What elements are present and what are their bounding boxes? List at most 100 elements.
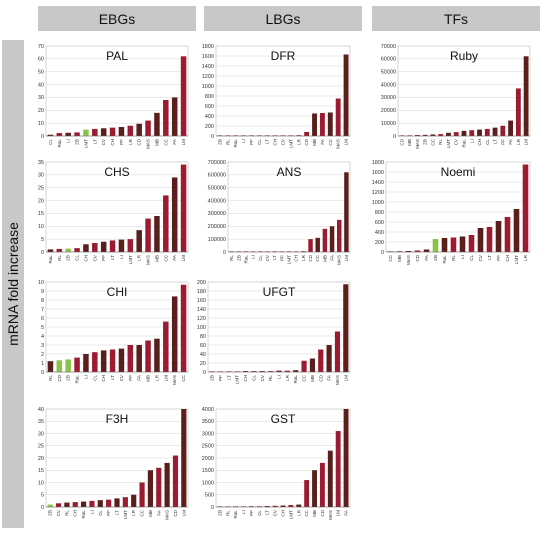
x-tick-label: CC: [163, 254, 168, 261]
bar-chi-mas: [171, 296, 178, 372]
x-tick-label: LI: [251, 255, 256, 259]
bar-noemi-zb: [432, 239, 439, 252]
chart-title: UFGT: [263, 285, 296, 299]
bar-pal-li: [65, 132, 71, 136]
x-tick-label: ZB: [217, 139, 222, 145]
y-tick-label: 40000: [381, 82, 396, 88]
x-tick-label: LT: [487, 255, 492, 260]
y-tick-label: 25: [38, 444, 44, 450]
x-tick-label: CV: [478, 254, 483, 261]
x-tick-label: CD: [308, 254, 313, 261]
x-tick-label: CL: [257, 510, 262, 516]
bar-gst-lm: [335, 431, 341, 507]
x-tick-label: ZB: [423, 139, 428, 145]
y-tick-label: 15: [38, 468, 44, 474]
x-tick-label: MAS: [165, 510, 170, 520]
x-tick-label: LMT: [83, 139, 88, 148]
x-tick-label: RaL: [293, 375, 298, 384]
chart-chi: 0 1 2 3 4 5 6 7 8 9 10 RL CD ZB RaL LI CL CH LT CV PF FA MB LR L…: [38, 280, 189, 385]
plot-area-ruby: [397, 45, 531, 137]
x-tick-label: PF: [249, 139, 254, 145]
x-tick-label: LMT: [288, 510, 293, 519]
x-tick-label: CD: [137, 138, 142, 145]
y-tick-label: 40: [38, 407, 44, 413]
bar-ufgt-mb: [309, 358, 316, 372]
x-tick-label: FA: [172, 254, 177, 261]
x-tick-label: PF: [128, 375, 133, 381]
bar-f3h-zb: [47, 504, 53, 507]
x-tick-label: LMT: [123, 510, 128, 519]
x-tick-label: CH: [101, 375, 106, 382]
x-tick-label: RL: [64, 510, 69, 516]
bar-gst-lmt: [288, 505, 294, 507]
chart-title: CHI: [107, 285, 128, 299]
x-tick-label: RL: [225, 510, 230, 516]
y-tick-label: 1800: [372, 160, 384, 166]
y-tick-label: 10: [38, 280, 44, 286]
y-tick-label: 10: [38, 480, 44, 486]
x-tick-label: LR: [523, 254, 528, 261]
bar-chs-rl: [56, 248, 63, 252]
bar-ruby-zb: [422, 134, 428, 136]
bar-ruby-lt: [492, 127, 498, 136]
x-tick-label: LT: [92, 139, 97, 144]
bar-pal-cl: [47, 134, 54, 136]
y-tick-label: 700000: [208, 160, 226, 166]
bar-gst-pf: [249, 506, 254, 507]
bar-ufgt-lm: [343, 284, 349, 372]
x-tick-label: LT: [272, 255, 277, 260]
bar-dfr-mb: [312, 113, 317, 136]
bar-noemi-lt: [486, 227, 493, 252]
x-tick-label: FA: [137, 374, 142, 381]
chart-title: F3H: [106, 412, 129, 426]
bar-pal-fa: [171, 97, 178, 136]
y-tick-label: 1400: [372, 180, 384, 186]
y-tick-label: 3500: [202, 419, 214, 425]
bar-ufgt-cd: [318, 349, 324, 372]
bar-pal-cv: [100, 128, 107, 136]
y-axis-label-text: mRNA fold increase: [5, 222, 21, 346]
x-tick-label: LMT: [446, 139, 451, 148]
y-tick-label: 4: [41, 334, 44, 340]
x-tick-label: ZB: [210, 375, 215, 381]
bar-ufgt-rl: [268, 371, 274, 372]
y-tick-label: 1400: [202, 64, 214, 70]
y-tick-label: 60000: [381, 57, 396, 63]
y-tick-label: 50000: [381, 70, 396, 76]
x-tick-label: CL: [92, 375, 97, 381]
x-tick-label: RL: [451, 255, 456, 261]
y-tick-label: 200: [205, 124, 214, 130]
bar-dfr-lr: [296, 135, 302, 136]
x-tick-label: LT: [265, 139, 270, 144]
bar-ans-mb: [322, 228, 328, 252]
plot-area-dfr: [215, 45, 351, 137]
bar-chi-ral: [74, 357, 80, 372]
x-tick-label: LM: [336, 510, 341, 517]
bar-f3h-cd: [172, 455, 179, 507]
y-tick-label: 20: [38, 198, 44, 204]
x-tick-label: CC: [315, 254, 320, 261]
bar-chs-lr: [136, 230, 142, 252]
x-tick-label: RaL: [81, 510, 86, 519]
y-tick-label: 70: [38, 44, 44, 50]
bar-ruby-mas: [415, 135, 420, 136]
bar-dfr-fa: [319, 113, 325, 136]
y-tick-label: 6: [41, 316, 44, 322]
x-tick-label: CV: [454, 138, 459, 145]
x-tick-label: RaL: [233, 510, 238, 519]
x-tick-label: CC: [430, 138, 435, 145]
x-tick-label: LI: [460, 255, 465, 259]
bar-chi-cl: [92, 352, 98, 372]
bar-pal-cd: [136, 123, 142, 136]
y-tick-label: 0: [203, 370, 206, 376]
x-tick-label: ZB: [66, 375, 71, 381]
x-tick-label: PF: [496, 255, 501, 261]
header-tfs: TFs: [372, 6, 540, 31]
x-tick-label: CV: [281, 138, 286, 145]
x-tick-label: RL: [229, 255, 234, 261]
bar-chi-fa: [136, 345, 142, 372]
x-tick-label: CC: [140, 509, 145, 516]
bar-ans-cc: [315, 237, 320, 252]
y-tick-label: 300000: [208, 211, 226, 217]
x-tick-label: LI: [277, 375, 282, 379]
